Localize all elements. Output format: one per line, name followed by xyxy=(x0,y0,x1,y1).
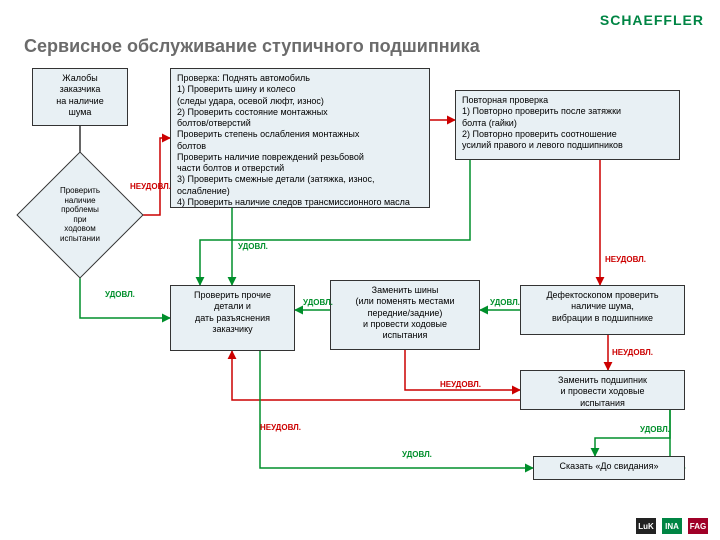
logo-luk: LuK xyxy=(636,518,656,534)
footer-logos: LuK INA FAG xyxy=(636,518,708,534)
edge-label-8: УДОВЛ. xyxy=(303,298,333,307)
node-replace_brg: Заменить подшипник и провести ходовые ис… xyxy=(520,370,685,410)
node-road_test: Проверить наличие проблемы при ходовом и… xyxy=(35,170,125,260)
edge-label-13: НЕУДОВЛ. xyxy=(260,423,301,432)
edge-13 xyxy=(232,351,520,400)
node-goodbye: Сказать «До свидания» xyxy=(533,456,685,480)
node-complaint: Жалобы заказчика на наличие шума xyxy=(32,68,128,126)
edge-label-7: УДОВЛ. xyxy=(490,298,520,307)
edge-label-10: НЕУДОВЛ. xyxy=(440,380,481,389)
edge-14 xyxy=(260,351,533,468)
edge-1 xyxy=(80,260,170,318)
edge-label-5: НЕУДОВЛ. xyxy=(605,255,646,264)
page-title: Сервисное обслуживание ступичного подшип… xyxy=(24,36,480,57)
node-road_test-label: Проверить наличие проблемы при ходовом и… xyxy=(38,186,123,244)
brand-schaeffler: SCHAEFFLER xyxy=(600,12,704,28)
node-inspection: Проверка: Поднять автомобиль 1) Проверит… xyxy=(170,68,430,208)
edge-label-14: УДОВЛ. xyxy=(402,450,432,459)
node-defectoscope: Дефектоскопом проверить наличие шума, ви… xyxy=(520,285,685,335)
node-swap_tires: Заменить шины (или поменять местами пере… xyxy=(330,280,480,350)
edge-label-1: УДОВЛ. xyxy=(105,290,135,299)
logo-ina: INA xyxy=(662,518,682,534)
logo-fag: FAG xyxy=(688,518,708,534)
node-recheck: Повторная проверка 1) Повторно проверить… xyxy=(455,90,680,160)
edge-label-9: НЕУДОВЛ. xyxy=(612,348,653,357)
edge-label-3: УДОВЛ. xyxy=(238,242,268,251)
edge-label-11: УДОВЛ. xyxy=(640,425,670,434)
node-explain: Проверить прочие детали и дать разъяснен… xyxy=(170,285,295,351)
edge-label-2: НЕУДОВЛ. xyxy=(130,182,171,191)
